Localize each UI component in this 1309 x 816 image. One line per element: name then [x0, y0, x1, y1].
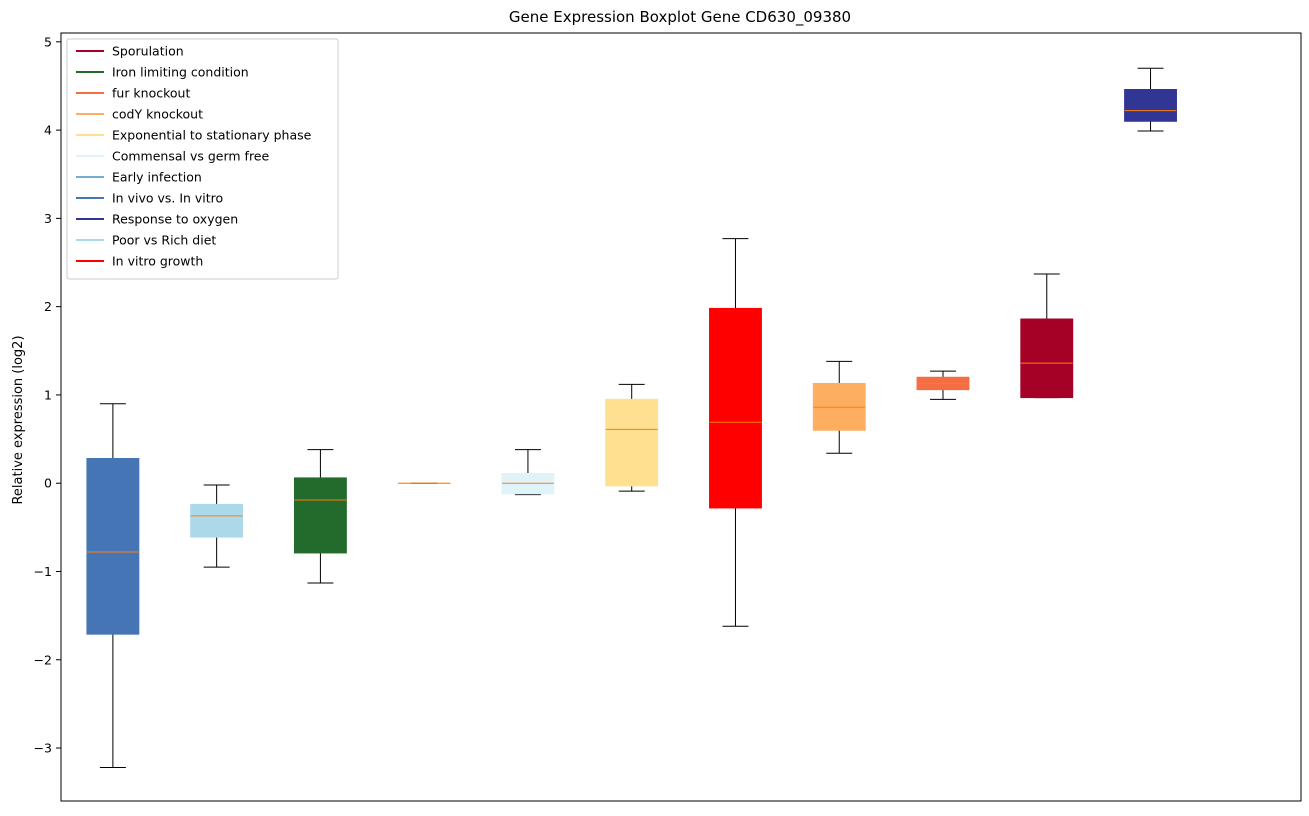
box-11: [1125, 68, 1177, 131]
box-10: [1021, 274, 1073, 398]
box-body: [1125, 89, 1177, 121]
box-2: [191, 485, 243, 567]
legend: Sporulation Iron limiting condition fur kn…: [67, 39, 338, 279]
y-tick-label: −3: [34, 741, 52, 756]
box-7: [710, 239, 762, 627]
legend-label: fur knockout: [112, 86, 190, 101]
legend-label: Iron limiting condition: [112, 65, 249, 80]
box-1: [87, 404, 139, 768]
y-tick-label: −1: [34, 564, 52, 579]
legend-label: Sporulation: [112, 44, 184, 59]
y-tick-label: 3: [44, 211, 52, 226]
box-6: [606, 384, 658, 491]
box-body: [710, 308, 762, 508]
y-tick-label: 2: [44, 299, 52, 314]
box-5: [502, 450, 554, 495]
y-tick-label: −2: [34, 652, 52, 667]
box-3: [294, 450, 346, 583]
box-body: [87, 458, 139, 634]
legend-label: codY knockout: [112, 107, 203, 122]
legend-label: Early infection: [112, 170, 202, 185]
box-9: [917, 371, 969, 399]
box-8: [813, 361, 865, 453]
box-body: [606, 399, 658, 486]
y-axis: −3 −2 −1 0 1 2 3 4 5: [34, 34, 61, 755]
y-tick-label: 1: [44, 387, 52, 402]
box-body: [294, 478, 346, 553]
y-tick-label: 5: [44, 34, 52, 49]
legend-label: Exponential to stationary phase: [112, 128, 312, 143]
legend-label: In vivo vs. In vitro: [112, 191, 223, 206]
legend-label: In vitro growth: [112, 254, 203, 269]
y-axis-label: Relative expression (log2): [11, 335, 26, 504]
legend-label: Commensal vs germ free: [112, 149, 269, 164]
box-body: [1021, 319, 1073, 398]
box-body: [191, 504, 243, 537]
legend-label: Poor vs Rich diet: [112, 233, 216, 248]
legend-label: Response to oxygen: [112, 212, 238, 227]
y-tick-label: 4: [44, 123, 52, 138]
chart-title: Gene Expression Boxplot Gene CD630_09380: [509, 8, 851, 27]
y-tick-label: 0: [44, 476, 52, 491]
